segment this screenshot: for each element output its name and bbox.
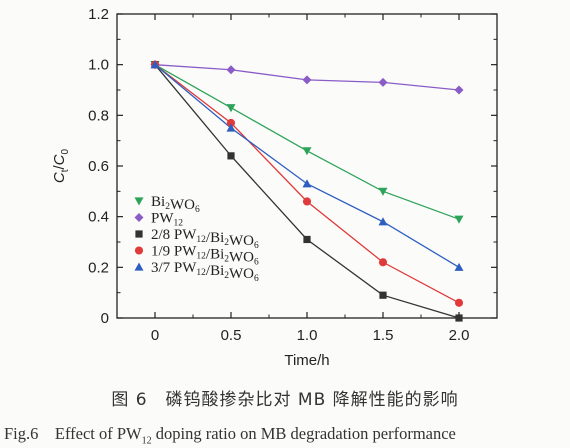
- legend-item: PW12: [134, 211, 183, 229]
- legend-text-part: 12: [196, 252, 206, 262]
- legend-text-part: Bi: [151, 194, 165, 210]
- legend-text-part: 2: [151, 227, 159, 243]
- legend-text-part: 2: [165, 202, 170, 212]
- legend-text-part: 2: [224, 238, 229, 248]
- legend-item: 1/9 PW12/Bi2WO6: [134, 244, 259, 268]
- legend-text-part: PW: [151, 211, 174, 227]
- data-point: [454, 298, 464, 307]
- x-tick-label: 1.0: [297, 327, 318, 344]
- y-tick-label: 1.2: [88, 6, 109, 23]
- legend-text-part: 3: [151, 260, 159, 276]
- legend-label: PW12: [151, 211, 183, 229]
- data-point: [454, 262, 464, 271]
- legend-text-part: WO: [229, 233, 254, 249]
- y-label-part: C: [51, 154, 68, 165]
- x-tick-label: 0: [151, 327, 159, 344]
- y-tick-label: 0: [101, 310, 109, 327]
- legend-label: 1/9 PW12/Bi2WO6: [151, 244, 259, 268]
- legend-text-part: 6: [254, 258, 259, 268]
- legend-text-part: 2: [224, 271, 229, 281]
- legend-marker: [134, 197, 144, 206]
- legend-text-part: /9 PW: [159, 244, 198, 260]
- series-line: [154, 64, 460, 220]
- x-axis-label: Time/h: [284, 352, 329, 369]
- data-point: [227, 152, 235, 160]
- y-label-part: C: [51, 172, 68, 183]
- legend-text-part: /8 PW: [159, 227, 198, 243]
- y-axis-label: Ct/C0: [51, 148, 71, 183]
- figure-caption-english: Fig.6 Effect of PW12 doping ratio on MB …: [4, 424, 456, 447]
- legend-marker: [135, 230, 143, 238]
- data-point: [150, 60, 160, 69]
- legend-item: Bi2WO6: [134, 194, 200, 215]
- chart: 00.20.40.60.81.01.20 0.5 1.0 1.5 2.0 Bi2WO6P…: [51, 6, 498, 369]
- legend-text-part: 6: [195, 205, 200, 215]
- legend-item: 2/8 PW12/Bi2WO6: [135, 227, 259, 251]
- legend-text-part: 12: [174, 219, 184, 229]
- legend-text-part: WO: [229, 266, 254, 282]
- legend-text-part: /7 PW: [159, 260, 198, 276]
- legend-marker: [134, 213, 144, 222]
- legend-label: Bi2WO6: [151, 194, 200, 215]
- legend-label: 2/8 PW12/Bi2WO6: [151, 227, 259, 251]
- data-point: [226, 104, 236, 113]
- data-point: [454, 215, 464, 224]
- y-tick-label: 0.2: [88, 259, 109, 276]
- legend-text-part: 12: [196, 235, 206, 245]
- data-point: [455, 314, 463, 322]
- data-point: [302, 75, 312, 85]
- series-markers-4: [150, 60, 464, 271]
- legend-label: 3/7 PW12/Bi2WO6: [151, 260, 259, 284]
- data-point: [378, 77, 388, 87]
- legend-text-part: /Bi: [206, 230, 224, 246]
- series-markers-3: [150, 60, 464, 307]
- data-point: [226, 65, 236, 75]
- axis-ticks: 0 0.2 0.4 0.6 0.8 1.0 1.2 0 0.5 1.0 1.5 2.0: [88, 6, 497, 344]
- data-point: [378, 258, 388, 267]
- x-tick-label: 1.5: [373, 327, 394, 344]
- y-tick-label: 0.4: [88, 209, 109, 226]
- data-point: [302, 197, 312, 206]
- legend-text-part: 2: [224, 255, 229, 265]
- legend-text-part: WO: [170, 197, 195, 213]
- y-tick-label: 0.8: [88, 107, 109, 124]
- legend-item: 3/7 PW12/Bi2WO6: [134, 260, 259, 284]
- y-label-part: /: [51, 164, 68, 169]
- data-point: [303, 235, 311, 244]
- legend-text-part: /Bi: [206, 247, 224, 263]
- x-tick-label: 2.0: [449, 327, 470, 344]
- data-point: [378, 217, 388, 226]
- legend-marker: [134, 246, 144, 255]
- data-point: [379, 291, 387, 299]
- figure-caption-chinese: 图 6 磷钨酸掺杂比对 MB 降解性能的影响: [111, 390, 459, 410]
- series-0: [154, 64, 460, 220]
- data-point: [454, 85, 464, 95]
- legend-text-part: WO: [229, 250, 254, 266]
- x-tick-label: 0.5: [221, 327, 242, 344]
- series-lines: [150, 60, 464, 322]
- y-tick-label: 1.0: [88, 57, 109, 74]
- data-point: [302, 179, 312, 188]
- data-point: [378, 187, 388, 196]
- y-label-sub: t: [60, 169, 71, 172]
- data-point: [226, 123, 236, 132]
- legend-marker: [134, 262, 144, 271]
- legend-text-part: 12: [196, 268, 206, 278]
- data-point: [226, 118, 236, 127]
- legend-text-part: 1: [151, 244, 159, 260]
- legend-text-part: 6: [254, 274, 259, 284]
- y-tick-label: 0.6: [88, 158, 109, 175]
- legend-text-part: 6: [254, 241, 259, 251]
- legend-text-part: /Bi: [206, 263, 224, 279]
- data-point: [302, 147, 312, 156]
- y-label-sub: 0: [60, 148, 71, 154]
